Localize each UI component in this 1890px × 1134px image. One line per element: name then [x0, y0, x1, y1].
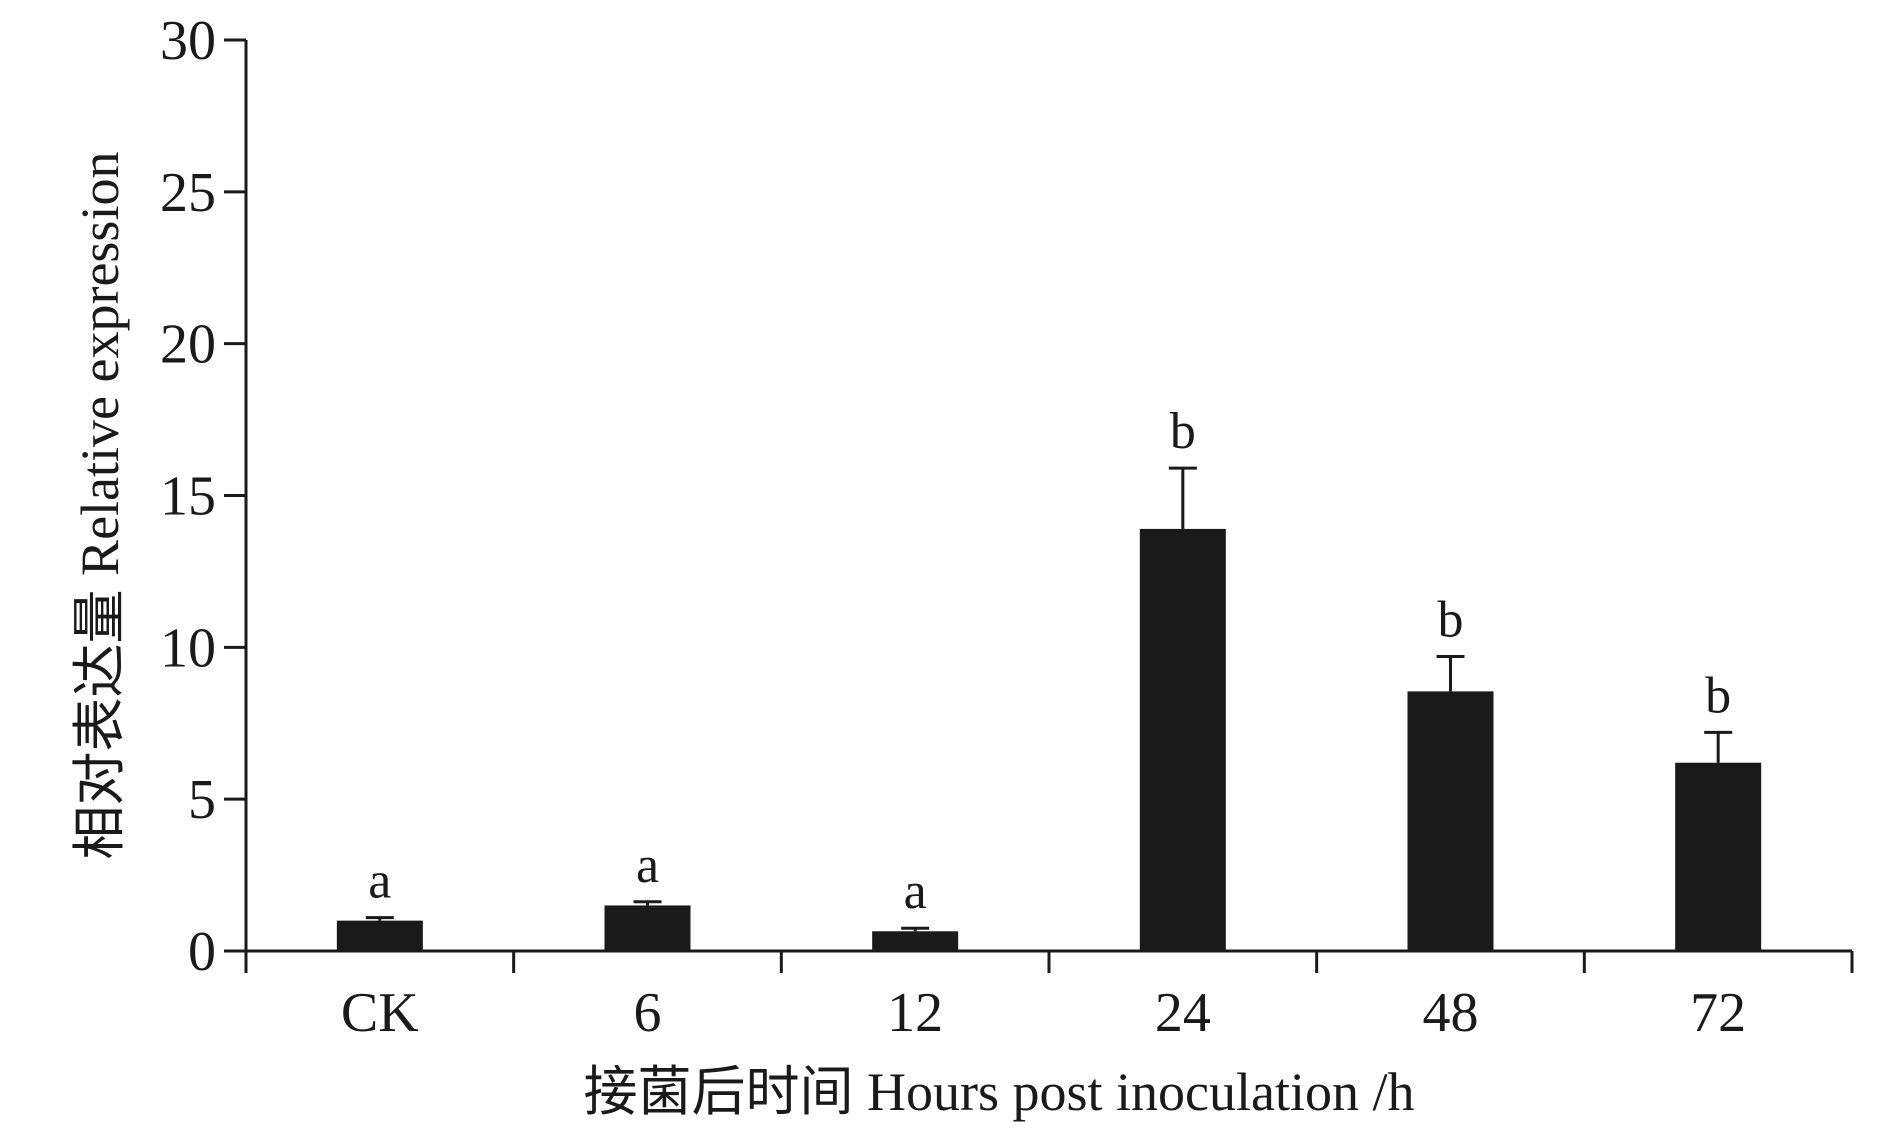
x-axis-title: 接菌后时间 Hours post inoculation /h	[584, 1062, 1415, 1122]
x-tick-label: CK	[341, 982, 419, 1044]
y-tick-label: 0	[188, 921, 216, 983]
x-tick-label: 48	[1423, 982, 1479, 1044]
significance-label: b	[1705, 667, 1731, 724]
x-tick-label: 72	[1690, 982, 1746, 1044]
x-axis-ticks: CK 6 12 24 48 72	[244, 951, 1854, 1044]
significance-label: a	[636, 837, 659, 894]
bar	[1675, 762, 1762, 951]
bars-group: a a a b b b	[336, 403, 1762, 951]
y-tick-label: 5	[188, 769, 216, 831]
bar	[872, 931, 959, 951]
bar	[336, 920, 423, 951]
y-tick-label: 30	[160, 10, 216, 72]
bar	[1407, 691, 1494, 951]
x-tick-label: 6	[634, 982, 662, 1044]
y-tick-label: 10	[160, 617, 216, 679]
bar	[604, 905, 691, 951]
significance-label: a	[904, 863, 927, 920]
y-tick-label: 15	[160, 466, 216, 528]
x-tick-label: 12	[887, 982, 943, 1044]
y-tick-label: 20	[160, 314, 216, 376]
bar	[1139, 528, 1226, 951]
significance-label: b	[1170, 403, 1196, 460]
x-tick-label: 24	[1155, 982, 1211, 1044]
significance-label: b	[1438, 591, 1464, 648]
y-axis-title: 相对表达量 Relative expression	[70, 152, 130, 860]
y-axis-ticks: 0 5 10 15 20 25 30	[160, 10, 246, 983]
significance-label: a	[368, 853, 391, 910]
y-tick-label: 25	[160, 162, 216, 224]
